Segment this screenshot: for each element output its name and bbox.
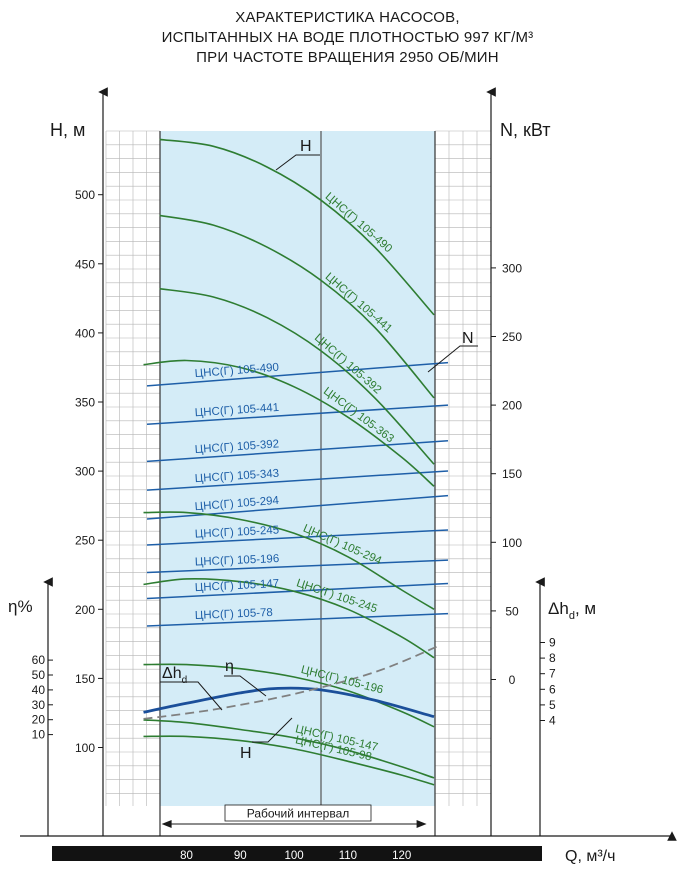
npsh-axis-title: Δhd, м xyxy=(548,599,596,622)
npsh-curve xyxy=(143,644,440,720)
power-line-label: ЦНС(Г) 105-196 xyxy=(195,553,280,568)
power-line xyxy=(146,470,449,491)
q-axis-title: Q, м³/ч xyxy=(565,848,615,865)
h-tick-label: 400 xyxy=(75,326,95,340)
power-line-label: ЦНС(Г) 105-245 xyxy=(195,524,280,540)
head-curve xyxy=(159,138,435,316)
n-tick-label: 300 xyxy=(502,261,522,275)
head-curve xyxy=(159,287,435,465)
q-scale-bar-inner xyxy=(160,846,435,861)
h-tick-label: 500 xyxy=(75,188,95,202)
n-tick-label: 150 xyxy=(502,467,522,481)
interval-label: Рабочий интервал xyxy=(247,807,350,821)
n-tick-label: 100 xyxy=(502,536,522,550)
h-marker-bottom-leader xyxy=(252,717,293,743)
h-tick-label: 100 xyxy=(75,741,95,755)
h-tick-label: 250 xyxy=(75,534,95,548)
interval-arrow-right xyxy=(416,820,427,828)
n-tick-label: 50 xyxy=(505,604,519,618)
grid-panel-left xyxy=(105,130,161,806)
h-axis-title: Н, м xyxy=(50,120,85,140)
eta-tick-label: 50 xyxy=(32,668,46,682)
head-curve xyxy=(143,359,435,487)
h-marker-top: Н xyxy=(300,138,312,155)
n-marker-leader xyxy=(427,345,478,373)
power-line xyxy=(146,404,449,426)
npsh-tick-label: 9 xyxy=(549,636,556,650)
q-tick-label: 80 xyxy=(180,850,193,862)
title-line-2: ИСПЫТАННЫХ НА ВОДЕ ПЛОТНОСТЬЮ 997 КГ/М³ xyxy=(161,29,534,46)
n-marker: N xyxy=(462,330,474,347)
interval-arrow-left xyxy=(161,820,172,828)
power-line-label: ЦНС(Г) 105-343 xyxy=(194,468,279,485)
npsh-tick-label: 8 xyxy=(549,651,556,665)
axes-layer xyxy=(20,87,677,861)
npsh-tick-label: 4 xyxy=(549,714,556,728)
head-curve xyxy=(159,214,435,399)
power-line xyxy=(146,559,449,574)
h-tick-label: 300 xyxy=(75,465,95,479)
power-line xyxy=(146,529,449,546)
power-line xyxy=(146,582,449,600)
curves-layer xyxy=(143,138,478,786)
head-curve xyxy=(143,663,435,728)
q-tick-label: 110 xyxy=(339,850,357,862)
eta-marker: η xyxy=(225,658,234,675)
head-curve xyxy=(143,719,435,779)
power-line-label: ЦНС(Г) 105-78 xyxy=(195,607,273,622)
h-tick-label: 150 xyxy=(75,672,95,686)
head-curve xyxy=(143,511,435,610)
n-tick-label: 200 xyxy=(502,399,522,413)
eta-tick-label: 40 xyxy=(32,683,46,697)
eta-tick-label: 60 xyxy=(32,653,46,667)
h-marker-bottom: Н xyxy=(240,745,252,762)
eta-tick-label: 30 xyxy=(32,698,46,712)
npsh-tick-label: 5 xyxy=(549,698,556,712)
eta-tick-label: 10 xyxy=(32,728,46,742)
power-line-label: ЦНС(Г) 105-147 xyxy=(195,578,280,594)
head-curve xyxy=(143,735,435,786)
power-line xyxy=(146,440,449,463)
chart-title: ХАРАКТЕРИСТИКА НАСОСОВ, ИСПЫТАННЫХ НА ВО… xyxy=(0,8,695,68)
q-tick-label: 120 xyxy=(392,850,411,862)
power-line-label: ЦНС(Г) 105-441 xyxy=(194,402,279,419)
h-tick-label: 350 xyxy=(75,396,95,410)
power-line xyxy=(146,361,449,387)
npsh-tick-label: 7 xyxy=(549,667,556,681)
title-line-3: ПРИ ЧАСТОТЕ ВРАЩЕНИЯ 2950 ОБ/МИН xyxy=(196,49,499,66)
npsh-marker-leader xyxy=(160,681,223,711)
power-line xyxy=(146,612,449,627)
grid-panel-right xyxy=(434,130,492,806)
power-line-label: ЦНС(Г) 105-392 xyxy=(194,438,279,456)
h-tick-label: 200 xyxy=(75,603,95,617)
power-line xyxy=(146,494,449,520)
eta-tick-label: 20 xyxy=(32,713,46,727)
efficiency-curve xyxy=(143,686,435,719)
eta-axis-title: η% xyxy=(8,597,33,616)
h-tick-label: 450 xyxy=(75,257,95,271)
n-tick-label: 0 xyxy=(509,673,516,687)
n-tick-label: 250 xyxy=(502,330,522,344)
title-line-1: ХАРАКТЕРИСТИКА НАСОСОВ, xyxy=(235,9,460,26)
eta-marker-leader xyxy=(224,675,267,697)
q-tick-label: 90 xyxy=(234,850,247,862)
h-marker-leader-line xyxy=(275,154,320,171)
npsh-marker: Δhd xyxy=(162,665,187,686)
head-curve xyxy=(143,577,435,659)
n-axis-title: N, кВт xyxy=(500,120,551,140)
q-tick-label: 100 xyxy=(285,850,304,862)
interval-label-box xyxy=(224,804,372,822)
npsh-tick-label: 6 xyxy=(549,682,556,696)
